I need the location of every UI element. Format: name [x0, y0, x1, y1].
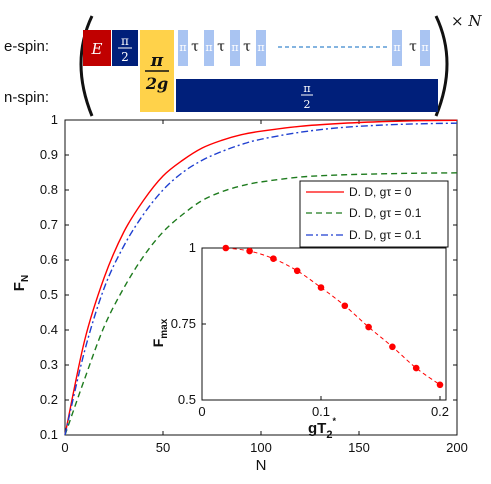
- main-y-axis-label: FN: [11, 275, 31, 291]
- series-line-2: [64, 122, 458, 436]
- x-tick-label-1: 50: [156, 440, 170, 455]
- pulse-sequence-diagram: e-spin: n-spin: × N E π 2 π 2g π π π π π πτ τ τ…: [4, 12, 482, 117]
- tau-label-3: τ: [409, 39, 417, 55]
- svg-text:FN: FN: [11, 275, 31, 291]
- x-tick-label-3: 150: [348, 440, 370, 455]
- inset-y-tick-label-0: 0.5: [178, 392, 196, 407]
- inset-point-1: [246, 247, 253, 255]
- pi-pulse-label-5: π: [421, 41, 428, 54]
- inset-point-0: [222, 244, 230, 252]
- inset-line: [225, 247, 441, 386]
- inset-x-tick-label-1: 0.1: [312, 404, 330, 419]
- inset-point-9: [436, 381, 444, 389]
- legend-label-2: D. D, gτ = 0.1: [349, 228, 422, 242]
- pi-half-pulse-e-label: π 2: [118, 34, 132, 64]
- y-tick-label-8: 0.9: [40, 147, 58, 162]
- main-series: [64, 119, 458, 436]
- pi-pulse-label-4: π: [393, 41, 400, 54]
- inset-y-tick-label-2: 1: [189, 240, 196, 255]
- svg-text:2: 2: [121, 50, 129, 64]
- x-tick-label-4: 200: [446, 440, 468, 455]
- inset-x-axis-label: gT2*: [308, 416, 336, 441]
- legend-label-0: D. D, gτ = 0: [349, 185, 412, 199]
- pi-pulse-4: [392, 30, 402, 66]
- svg-text:2g: 2g: [145, 74, 168, 93]
- pi-pulse-train: π π π π π πτ τ τ τ: [178, 30, 430, 66]
- inset-point-6: [365, 323, 372, 331]
- inset-y-tick-label-1: 0.75: [171, 316, 196, 331]
- legend-label-1: D. D, gτ = 0.1: [349, 206, 422, 220]
- inset-y-axis-label: Fmax: [150, 318, 170, 347]
- y-tick-label-1: 0.2: [40, 392, 58, 407]
- inset-x-tick-label-0: 0: [198, 404, 205, 419]
- inset-point-3: [293, 267, 301, 275]
- tau-label-0: τ: [191, 39, 199, 55]
- x-tick-label-2: 100: [250, 440, 272, 455]
- y-tick-label-9: 1: [51, 112, 58, 127]
- pi-over-2g-pulse-label: π 2g: [145, 51, 169, 93]
- n-spin-row-label: n-spin:: [4, 89, 49, 106]
- pi-half-pulse-n-label: π 2: [301, 82, 313, 111]
- left-parenthesis: [79, 15, 94, 117]
- svg-text:π: π: [121, 34, 129, 48]
- pi-pulse-1: [204, 30, 214, 66]
- x-tick-label-0: 0: [61, 440, 68, 455]
- main-chart: 0 50 100 150 200 0.1 0.2 0.3 0.4 0.5 0.6 0.7 0.8 0.9 1…: [11, 112, 468, 474]
- legend: D. D, gτ = 0 D. D, gτ = 0.1 D. D, gτ = 0…: [299, 180, 449, 248]
- pi-pulse-3: [256, 30, 266, 66]
- inset-point-2: [270, 255, 277, 262]
- pi-pulse-2: [230, 30, 240, 66]
- inset-point-7: [389, 343, 396, 351]
- main-x-axis-label: N: [256, 457, 267, 474]
- inset-point-8: [412, 364, 420, 372]
- e-pulse-label: E: [91, 40, 103, 58]
- y-tick-label-6: 0.7: [40, 217, 58, 232]
- y-tick-label-2: 0.3: [40, 357, 58, 372]
- pi-pulse-label-0: π: [179, 41, 186, 54]
- e-spin-row-label: e-spin:: [4, 38, 49, 55]
- svg-text:gT2*: gT2*: [308, 416, 336, 441]
- inset-point-5: [341, 302, 349, 310]
- inset-plot-frame: [201, 247, 447, 401]
- inset-x-tick-label-2: 0.2: [431, 404, 449, 419]
- y-tick-label-3: 0.4: [40, 322, 58, 337]
- pi-pulse-5: [420, 30, 430, 66]
- svg-text:π: π: [150, 51, 164, 71]
- series-line-0: [64, 119, 458, 436]
- inset-ticks: 0 0.1 0.2 0.5 0.75 1: [171, 240, 449, 419]
- y-tick-label-7: 0.8: [40, 182, 58, 197]
- repeat-label: × N: [451, 12, 482, 30]
- pi-pulse-0: [178, 30, 188, 66]
- svg-text:2: 2: [304, 98, 311, 111]
- e-pulse: [83, 30, 111, 66]
- pi-pulse-label-3: π: [257, 41, 264, 54]
- pi-pulse-label-2: π: [231, 41, 238, 54]
- tau-label-1: τ: [217, 39, 225, 55]
- right-parenthesis: [434, 15, 449, 117]
- svg-text:π: π: [303, 82, 310, 95]
- svg-text:Fmax: Fmax: [150, 318, 170, 347]
- y-tick-label-0: 0.1: [40, 427, 58, 442]
- inset-series: [222, 244, 444, 389]
- y-tick-label-5: 0.6: [40, 252, 58, 267]
- inset-point-4: [317, 284, 325, 291]
- tau-label-2: τ: [243, 39, 251, 55]
- pi-pulse-label-1: π: [205, 41, 212, 54]
- main-ticks: 0 50 100 150 200 0.1 0.2 0.3 0.4 0.5 0.6 0.7 0.8 0.9 1: [40, 112, 468, 455]
- inset-chart: 0 0.1 0.2 0.5 0.75 1 Fmax gT2*: [150, 240, 449, 441]
- y-tick-label-4: 0.5: [40, 287, 58, 302]
